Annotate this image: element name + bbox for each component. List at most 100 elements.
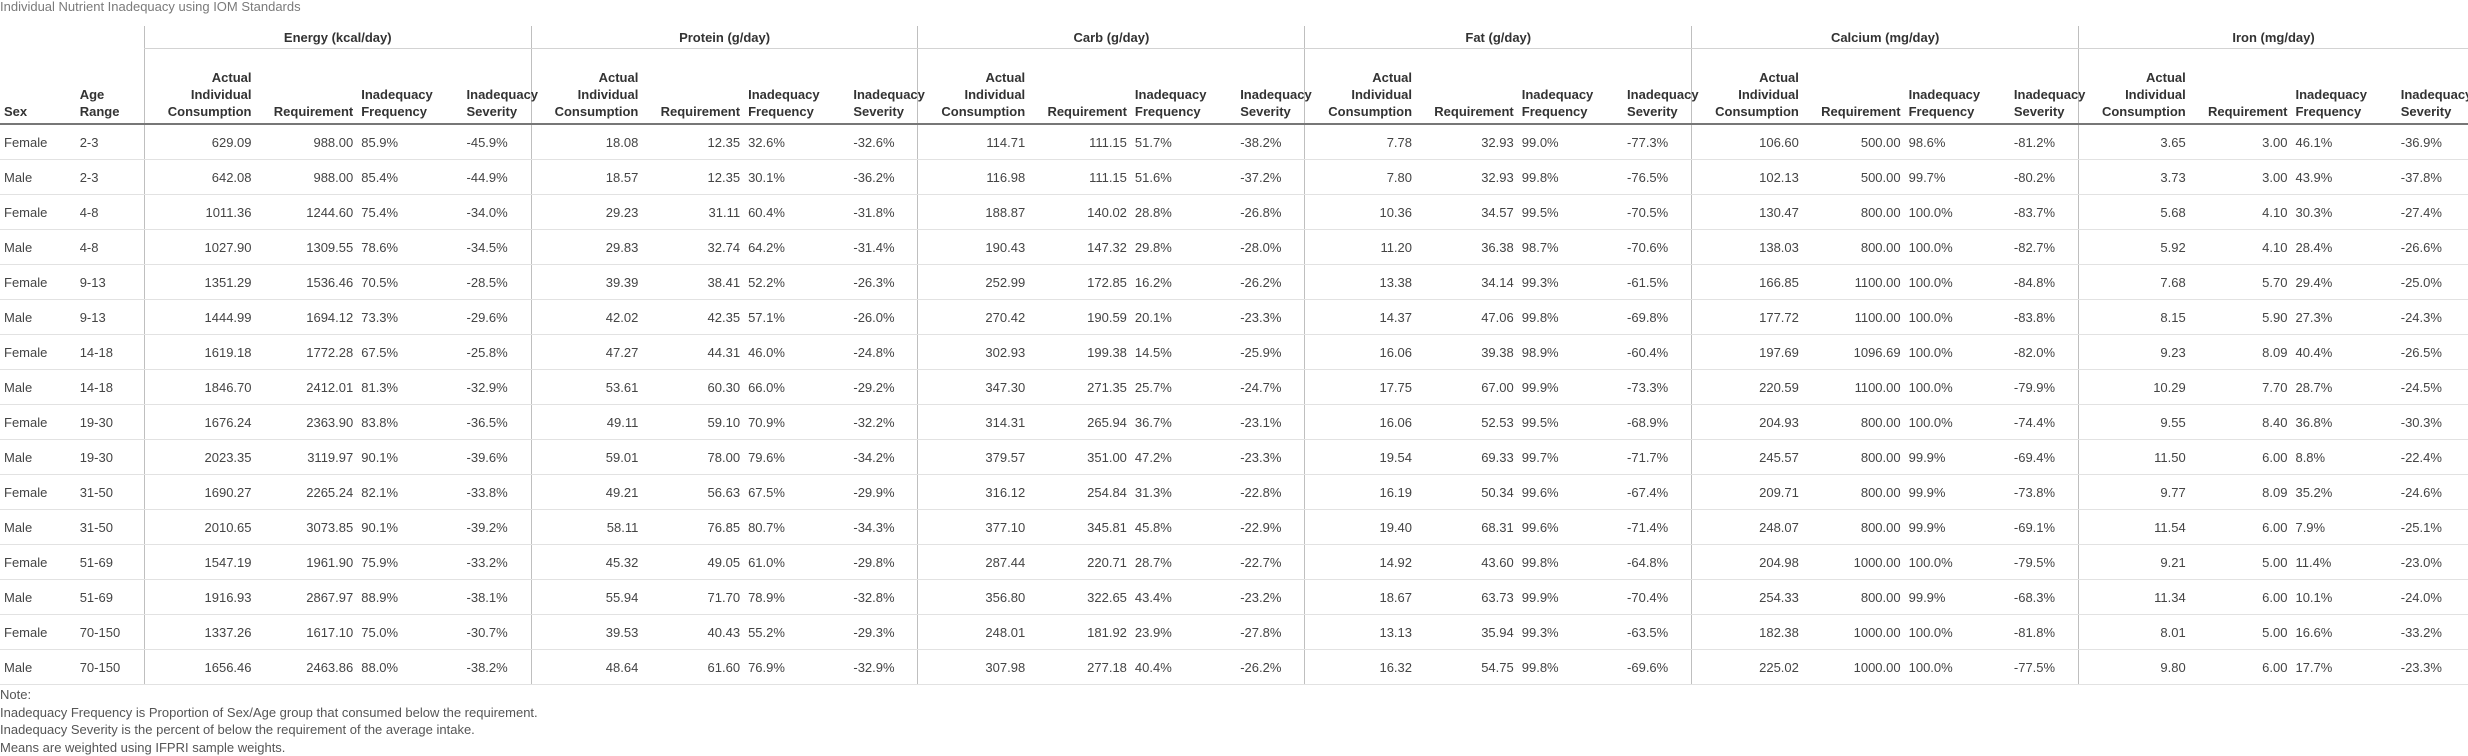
requirement-cell: 1772.28: [255, 334, 358, 370]
requirement-cell: 181.92: [1029, 614, 1131, 650]
requirement-cell: 351.00: [1029, 439, 1131, 475]
requirement-cell: 500.00: [1802, 159, 1905, 195]
requirement-cell: 43.60: [1416, 544, 1518, 580]
inadequacy-severity-column-header: Inadequacy Severity: [1240, 87, 1312, 119]
actual-consumption-cell: 11.50: [2078, 439, 2190, 475]
inadequacy-severity-cell: -27.8%: [1236, 614, 1305, 650]
age-range-cell: 14-18: [75, 369, 145, 405]
age-range-cell: 31-50: [75, 509, 145, 545]
requirement-cell: 67.00: [1416, 369, 1518, 405]
table-row: Male 2-3 642.08 988.00 85.4% -44.9% 18.57 12.35…: [0, 159, 2468, 195]
sex-cell: Male: [0, 579, 76, 615]
inadequacy-severity-cell: -69.1%: [2009, 509, 2079, 545]
inadequacy-severity-cell: -23.1%: [1236, 404, 1305, 440]
inadequacy-severity-cell: -32.2%: [849, 404, 918, 440]
actual-consumption-column-header: Actual Individual Consumption: [143, 48, 256, 124]
inadequacy-severity-cell: -70.5%: [1623, 194, 1692, 230]
actual-consumption-cell: 1011.36: [143, 194, 256, 230]
inadequacy-frequency-cell: 46.1%: [2291, 124, 2397, 160]
actual-consumption-cell: 1547.19: [143, 544, 256, 580]
inadequacy-severity-column-header: Inadequacy Severity: [853, 87, 925, 119]
actual-consumption-column-header: Actual Individual Consumption: [530, 48, 643, 124]
table-row: Male 19-30 2023.35 3119.97 90.1% -39.6% 59.01 7…: [0, 439, 2468, 475]
actual-consumption-cell: 10.29: [2078, 369, 2190, 405]
inadequacy-severity-cell: -32.9%: [849, 649, 918, 685]
requirement-cell: 1100.00: [1802, 264, 1905, 300]
inadequacy-severity-cell: -32.6%: [849, 124, 918, 160]
table-row: Female 31-50 1690.27 2265.24 82.1% -33.8% 49.2…: [0, 474, 2468, 510]
group-header: Carb (g/day): [917, 26, 1305, 49]
requirement-cell: 988.00: [255, 124, 358, 160]
inadequacy-severity-cell: -38.2%: [1236, 124, 1305, 160]
inadequacy-frequency-cell: 90.1%: [357, 509, 463, 545]
requirement-cell: 988.00: [255, 159, 358, 195]
table-row: Male 14-18 1846.70 2412.01 81.3% -32.9% 53.61 6…: [0, 369, 2468, 405]
inadequacy-frequency-cell: 99.5%: [1517, 404, 1624, 440]
requirement-cell: 31.11: [642, 194, 745, 230]
requirement-column-header: Requirement: [1047, 104, 1127, 119]
requirement-cell: 1000.00: [1802, 649, 1905, 685]
requirement-cell: 42.35: [642, 299, 745, 335]
actual-consumption-cell: 13.13: [1304, 614, 1417, 650]
actual-consumption-cell: 225.02: [1691, 649, 1803, 685]
inadequacy-frequency-column-header: Inadequacy Frequency: [748, 87, 820, 119]
inadequacy-severity-cell: -73.3%: [1623, 369, 1692, 405]
inadequacy-severity-cell: -38.2%: [462, 649, 532, 685]
requirement-cell: 49.05: [642, 544, 745, 580]
inadequacy-severity-cell: -26.5%: [2396, 334, 2468, 370]
inadequacy-severity-cell: -67.4%: [1623, 474, 1692, 510]
inadequacy-severity-cell: -69.8%: [1623, 299, 1692, 335]
inadequacy-frequency-cell: 67.5%: [744, 474, 850, 510]
inadequacy-severity-cell: -69.4%: [2009, 439, 2079, 475]
inadequacy-severity-cell: -44.9%: [462, 159, 532, 195]
actual-consumption-cell: 166.85: [1691, 264, 1803, 300]
inadequacy-severity-cell: -60.4%: [1623, 334, 1692, 370]
inadequacy-frequency-cell: 66.0%: [744, 369, 850, 405]
inadequacy-frequency-cell: 98.6%: [1904, 124, 2010, 160]
age-range-cell: 51-69: [75, 579, 145, 615]
inadequacy-frequency-cell: 75.0%: [357, 614, 463, 650]
inadequacy-severity-cell: -79.5%: [2009, 544, 2079, 580]
actual-consumption-cell: 204.98: [1691, 544, 1803, 580]
inadequacy-severity-cell: -29.9%: [849, 474, 918, 510]
requirement-cell: 2363.90: [255, 404, 358, 440]
table-row: Male 4-8 1027.90 1309.55 78.6% -34.5% 29.83 32.…: [0, 229, 2468, 265]
inadequacy-severity-cell: -22.8%: [1236, 474, 1305, 510]
inadequacy-severity-cell: -25.1%: [2396, 509, 2468, 545]
sex-cell: Male: [0, 159, 76, 195]
actual-consumption-cell: 11.54: [2078, 509, 2190, 545]
actual-consumption-cell: 138.03: [1691, 229, 1803, 265]
requirement-cell: 5.00: [2189, 614, 2292, 650]
actual-consumption-column-header: Actual Individual Consumption: [1304, 48, 1417, 124]
inadequacy-severity-cell: -77.3%: [1623, 124, 1692, 160]
sex-cell: Female: [0, 334, 76, 370]
actual-consumption-cell: 629.09: [143, 124, 256, 160]
actual-consumption-cell: 314.31: [917, 404, 1030, 440]
inadequacy-frequency-cell: 100.0%: [1904, 404, 2010, 440]
requirement-cell: 190.59: [1029, 299, 1131, 335]
requirement-cell: 12.35: [642, 159, 745, 195]
inadequacy-severity-cell: -27.4%: [2396, 194, 2468, 230]
requirement-cell: 50.34: [1416, 474, 1518, 510]
spanner-blank: [0, 26, 144, 49]
requirement-cell: 40.43: [642, 614, 745, 650]
requirement-cell: 500.00: [1802, 124, 1905, 160]
inadequacy-frequency-cell: 79.6%: [744, 439, 850, 475]
requirement-cell: 3073.85: [255, 509, 358, 545]
group-header: Energy (kcal/day): [143, 26, 532, 49]
actual-consumption-cell: 1337.26: [143, 614, 256, 650]
actual-consumption-cell: 197.69: [1691, 334, 1803, 370]
actual-consumption-cell: 16.19: [1304, 474, 1417, 510]
requirement-cell: 5.90: [2189, 299, 2292, 335]
requirement-cell: 35.94: [1416, 614, 1518, 650]
requirement-cell: 1536.46: [255, 264, 358, 300]
inadequacy-frequency-cell: 85.4%: [357, 159, 463, 195]
inadequacy-severity-cell: -24.7%: [1236, 369, 1305, 405]
actual-consumption-cell: 209.71: [1691, 474, 1803, 510]
actual-consumption-cell: 5.92: [2078, 229, 2190, 265]
actual-consumption-cell: 19.54: [1304, 439, 1417, 475]
inadequacy-frequency-cell: 99.0%: [1517, 124, 1624, 160]
actual-consumption-cell: 53.61: [530, 369, 643, 405]
inadequacy-severity-cell: -81.8%: [2009, 614, 2079, 650]
inadequacy-severity-cell: -23.3%: [1236, 299, 1305, 335]
